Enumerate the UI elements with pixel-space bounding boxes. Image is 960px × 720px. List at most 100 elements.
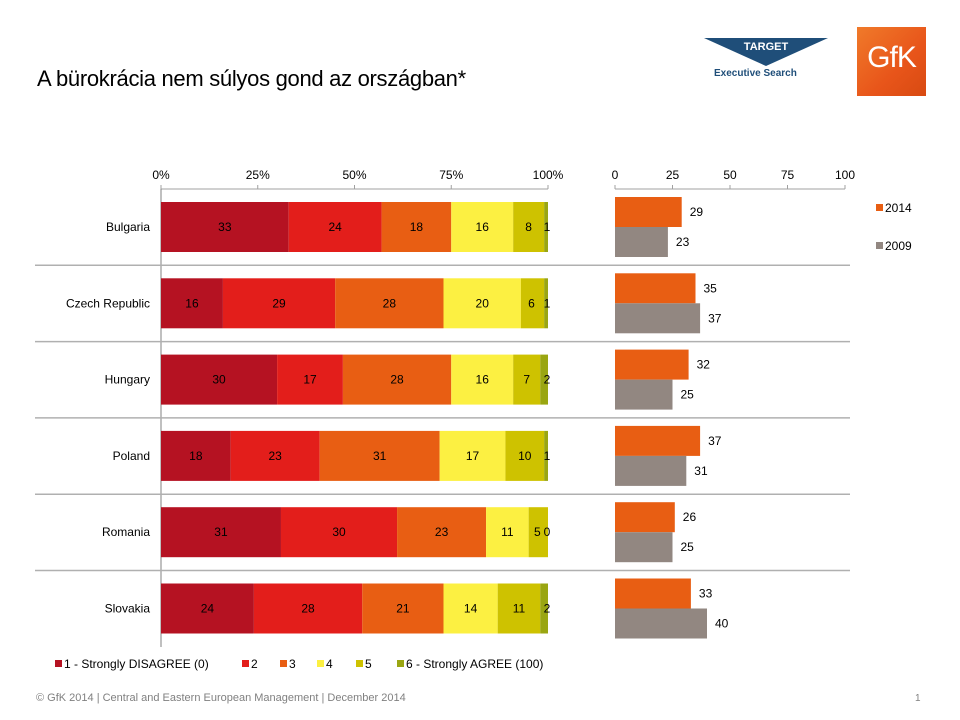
stacked-bar-segment [280, 507, 398, 558]
data-label: 16 [476, 220, 490, 234]
data-label: 28 [301, 602, 315, 616]
grouped-bar [615, 578, 691, 609]
data-label: 30 [212, 373, 226, 387]
target-logo-text: TARGET [744, 41, 789, 53]
stacked-bar-segment [505, 430, 545, 481]
category-label: Czech Republic [66, 296, 150, 310]
x-tick-label-right: 75 [781, 168, 795, 182]
category-label: Bulgaria [106, 220, 150, 234]
legend-swatch [397, 660, 404, 667]
x-tick-label-right: 25 [666, 168, 680, 182]
legend-label: 5 [365, 657, 372, 671]
data-label: 1 [544, 220, 551, 234]
legend-swatch-right [876, 204, 883, 211]
data-label: 24 [328, 220, 342, 234]
stacked-bar-segment [253, 583, 363, 634]
stacked-bar-segment [540, 354, 548, 405]
stacked-bar-segment [335, 278, 444, 329]
data-label: 0 [544, 525, 551, 539]
data-label: 24 [201, 602, 215, 616]
data-label: 29 [272, 296, 286, 310]
x-tick-label-right: 50 [723, 168, 737, 182]
stacked-bar-segment [222, 278, 336, 329]
data-label: 18 [189, 449, 203, 463]
grouped-bar [615, 303, 701, 334]
stacked-bar-segment [544, 278, 548, 329]
data-label: 20 [476, 296, 490, 310]
data-label-right: 37 [708, 434, 722, 448]
data-label: 5 [534, 525, 541, 539]
page-title: A bürokrácia nem súlyos gond az országba… [37, 66, 466, 91]
data-label: 1 [544, 449, 551, 463]
category-label: Poland [113, 449, 150, 463]
stacked-bar-segment [342, 354, 452, 405]
data-label: 2 [544, 373, 551, 387]
data-label-right: 32 [697, 358, 711, 372]
data-label-right: 25 [681, 388, 695, 402]
legend-label-right: 2014 [885, 201, 912, 215]
category-label: Slovakia [105, 602, 151, 616]
legend-label: 4 [326, 657, 333, 671]
data-label: 7 [523, 373, 530, 387]
stacked-bar-segment [443, 583, 498, 634]
gfk-logo-text: GfK [867, 41, 917, 74]
x-tick-label: 75% [439, 168, 463, 182]
target-logo-subtitle: Executive Search [714, 68, 797, 79]
stacked-bar-segment [288, 202, 382, 252]
data-label: 10 [518, 449, 532, 463]
stacked-bar-segment [486, 507, 529, 558]
stacked-bar-segment [161, 430, 231, 481]
legend-swatch-right [876, 242, 883, 249]
stacked-bar-segment [381, 202, 452, 252]
data-label-right: 40 [715, 617, 729, 631]
grouped-bar [615, 425, 701, 456]
stacked-bar-segment [161, 354, 278, 405]
x-tick-label: 50% [342, 168, 366, 182]
grouped-bar [615, 608, 707, 639]
data-label: 1 [544, 296, 551, 310]
data-label: 28 [383, 296, 397, 310]
data-label-right: 29 [690, 205, 704, 219]
stacked-bar-segment [451, 202, 514, 252]
stacked-bar-segment [497, 583, 541, 634]
data-label: 33 [218, 220, 232, 234]
data-label: 21 [396, 602, 410, 616]
stacked-bar-segment [528, 507, 548, 558]
stacked-bar-segment [544, 202, 548, 252]
grouped-bar [615, 227, 668, 257]
x-tick-label: 0% [152, 168, 170, 182]
legend-swatch [280, 660, 287, 667]
data-label: 14 [464, 602, 478, 616]
legend-label: 1 - Strongly DISAGREE (0) [64, 657, 209, 671]
stacked-bar-segment [513, 354, 541, 405]
data-label: 23 [435, 525, 449, 539]
target-executive-search-logo: TARGET [702, 36, 830, 86]
stacked-bar-segment [230, 430, 320, 481]
grouped-bar [615, 197, 682, 227]
target-triangle-icon: TARGET [704, 38, 828, 66]
data-label: 31 [214, 525, 228, 539]
grouped-bar [615, 455, 687, 486]
grouped-bar [615, 273, 696, 304]
grouped-bar [615, 532, 673, 563]
stacked-bar-segment [277, 354, 343, 405]
x-tick-label: 25% [246, 168, 270, 182]
stacked-bar-segment [319, 430, 440, 481]
data-label: 28 [390, 373, 404, 387]
x-tick-label-right: 0 [612, 168, 619, 182]
data-label-right: 33 [699, 587, 713, 601]
stacked-bar-segment [451, 354, 514, 405]
grouped-bar [615, 379, 673, 410]
data-label-right: 25 [681, 540, 695, 554]
legend-swatch [317, 660, 324, 667]
gfk-logo: GfK [857, 27, 926, 96]
data-label: 18 [410, 220, 424, 234]
stacked-bar-segment [443, 278, 521, 329]
data-label-right: 23 [676, 235, 690, 249]
stacked-bar-segment [161, 278, 223, 329]
data-label: 17 [303, 373, 317, 387]
category-label: Romania [102, 525, 150, 539]
stacked-bar-segment [161, 583, 254, 634]
legend-label: 6 - Strongly AGREE (100) [406, 657, 543, 671]
